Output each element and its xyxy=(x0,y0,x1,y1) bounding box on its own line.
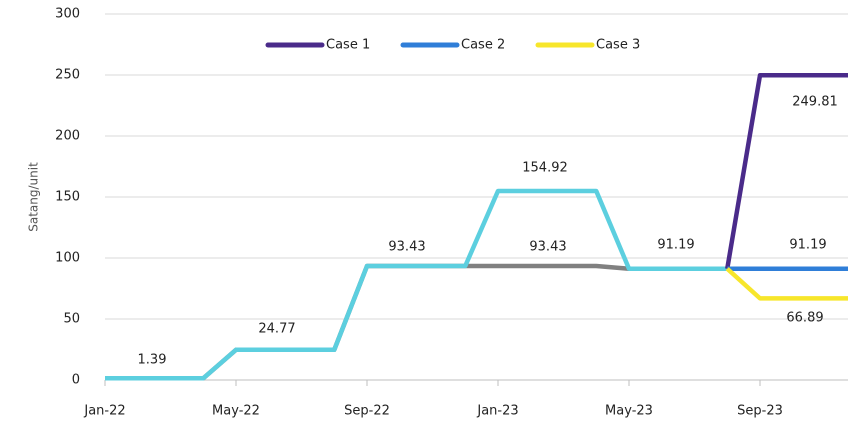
data-label: 91.19 xyxy=(789,238,826,253)
data-label: 93.43 xyxy=(388,240,425,255)
data-label: 24.77 xyxy=(258,322,295,337)
y-tick-label: 200 xyxy=(55,129,80,144)
y-tick-label: 0 xyxy=(72,373,80,388)
y-tick-label: 50 xyxy=(63,312,80,327)
x-tick-label: May-23 xyxy=(605,404,653,419)
legend-label: Case 2 xyxy=(461,38,505,53)
legend-label: Case 3 xyxy=(596,38,640,53)
x-tick-label: May-22 xyxy=(212,404,260,419)
x-tick-label: Jan-22 xyxy=(83,404,125,419)
x-tick-label: Jan-23 xyxy=(476,404,518,419)
y-tick-label: 250 xyxy=(55,68,80,83)
y-axis-label: Satang/unit xyxy=(27,162,41,232)
y-tick-label: 100 xyxy=(55,251,80,266)
data-label: 154.92 xyxy=(522,161,568,176)
legend-label: Case 1 xyxy=(326,38,370,53)
data-label: 66.89 xyxy=(786,311,823,326)
series-line xyxy=(725,72,848,270)
data-label: 93.43 xyxy=(529,240,566,255)
x-tick-label: Sep-23 xyxy=(737,404,783,419)
data-label: 1.39 xyxy=(138,353,167,368)
y-tick-label: 150 xyxy=(55,190,80,205)
series-line xyxy=(105,263,728,381)
series-line xyxy=(105,188,728,381)
y-tick-label: 300 xyxy=(55,7,80,22)
data-label: 249.81 xyxy=(792,95,838,110)
x-tick-label: Sep-22 xyxy=(344,404,390,419)
series-line xyxy=(725,267,848,301)
data-label: 91.19 xyxy=(657,238,694,253)
